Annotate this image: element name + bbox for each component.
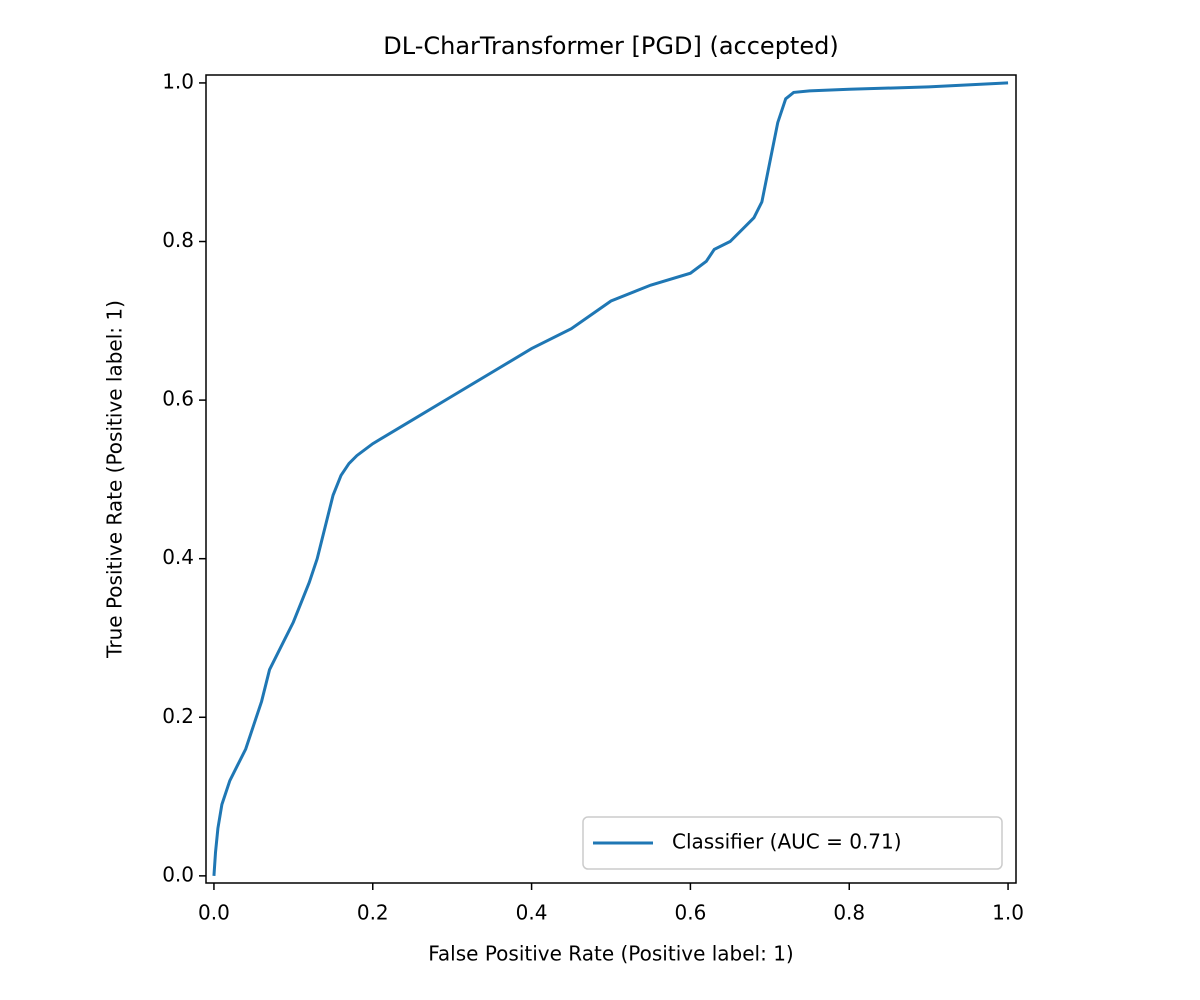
- x-tick-label: 0.8: [833, 901, 865, 925]
- y-tick-label: 0.6: [162, 387, 194, 411]
- y-axis-label: True Positive Rate (Positive label: 1): [103, 300, 127, 659]
- y-tick-label: 1.0: [162, 69, 194, 93]
- x-tick-label: 0.0: [198, 901, 230, 925]
- y-tick-label: 0.2: [162, 704, 194, 728]
- x-tick-label: 0.4: [516, 901, 548, 925]
- x-tick-label: 1.0: [992, 901, 1024, 925]
- plot-frame: [205, 74, 1017, 884]
- legend-label: Classifier (AUC = 0.71): [672, 830, 902, 854]
- x-axis-label: False Positive Rate (Positive label: 1): [428, 942, 794, 966]
- y-tick-label: 0.4: [162, 545, 194, 569]
- chart-title: DL-CharTransformer [PGD] (accepted): [383, 32, 838, 60]
- x-tick-label: 0.6: [675, 901, 707, 925]
- legend-box: [582, 816, 1003, 870]
- x-tick-label: 0.2: [357, 901, 389, 925]
- y-tick-label: 0.0: [162, 862, 194, 886]
- roc-line: [212, 81, 1009, 876]
- y-tick-label: 0.8: [162, 228, 194, 252]
